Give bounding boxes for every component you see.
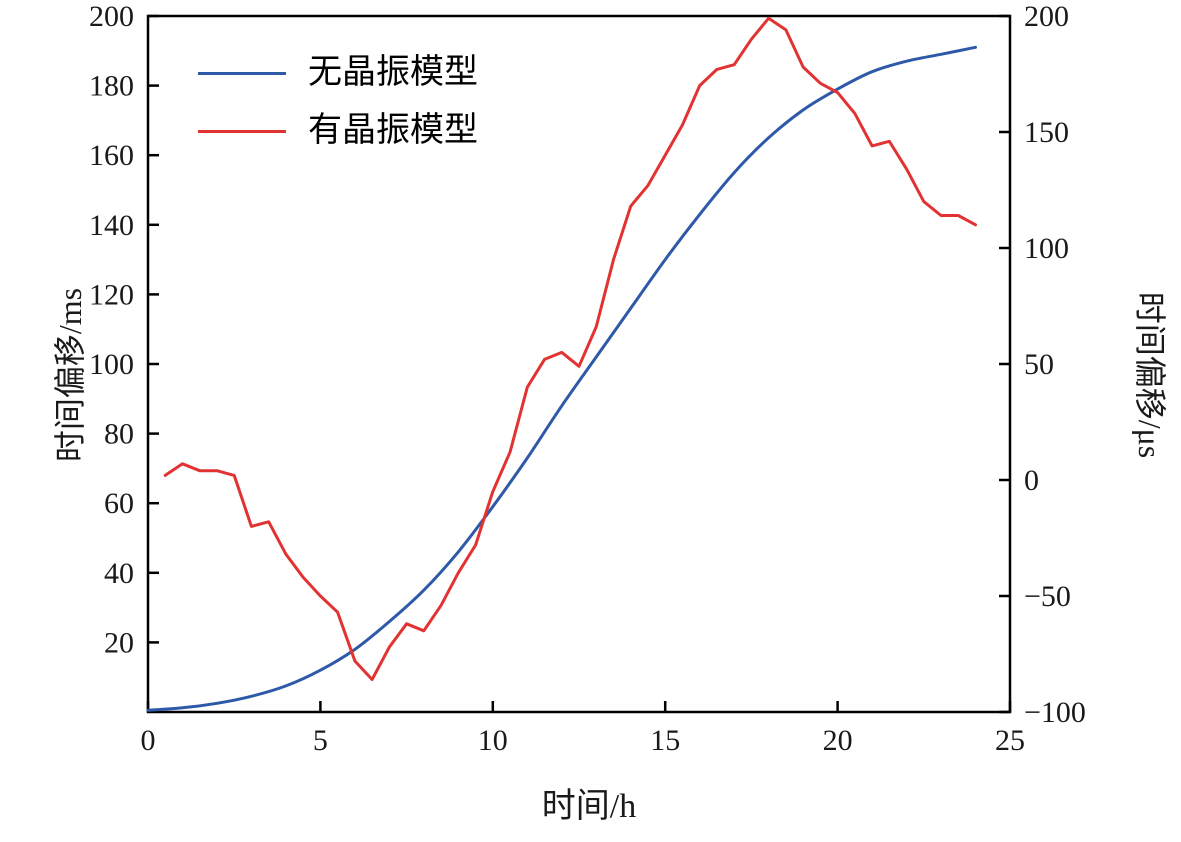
y-left-tick-label: 200 [89, 0, 134, 33]
legend: 无晶振模型 有晶振模型 [198, 52, 478, 152]
y-right-tick-label: 100 [1024, 232, 1069, 265]
right-axis-title: 时间偏移/μs [1132, 291, 1168, 459]
legend-line-red-icon [198, 129, 286, 133]
y-right-tick-label: 0 [1024, 464, 1039, 497]
x-tick-label: 20 [823, 724, 853, 757]
y-left-tick-label: 100 [89, 348, 134, 381]
left-axis-title: 时间偏移/ms [52, 287, 88, 463]
y-left-tick-label: 140 [89, 209, 134, 242]
x-tick-label: 0 [141, 724, 156, 757]
y-left-tick-label: 40 [104, 557, 134, 590]
y-left-tick-label: 80 [104, 418, 134, 451]
y-left-tick-label: 180 [89, 70, 134, 103]
legend-label-with-oscillator: 有晶振模型 [308, 112, 478, 149]
y-left-tick-label: 20 [104, 626, 134, 659]
y-left-tick-label: 160 [89, 139, 134, 172]
y-right-tick-label: 50 [1024, 348, 1054, 381]
legend-line-blue-icon [198, 71, 286, 75]
y-right-tick-label: −100 [1024, 696, 1086, 729]
x-tick-label: 5 [313, 724, 328, 757]
series-line-0 [146, 45, 977, 712]
x-tick-label: 15 [650, 724, 680, 757]
legend-item-with-oscillator: 有晶振模型 [198, 110, 478, 152]
legend-label-no-oscillator: 无晶振模型 [308, 54, 478, 91]
y-right-tick-label: 150 [1024, 116, 1069, 149]
y-right-tick-label: −50 [1024, 580, 1071, 613]
legend-item-no-oscillator: 无晶振模型 [198, 52, 478, 94]
y-left-tick-label: 120 [89, 278, 134, 311]
y-right-tick-label: 200 [1024, 0, 1069, 33]
x-tick-label: 10 [478, 724, 508, 757]
series-line-1 [163, 16, 977, 681]
x-tick-label: 25 [995, 724, 1025, 757]
x-axis-title: 时间/h [541, 788, 637, 825]
y-left-tick-label: 60 [104, 487, 134, 520]
